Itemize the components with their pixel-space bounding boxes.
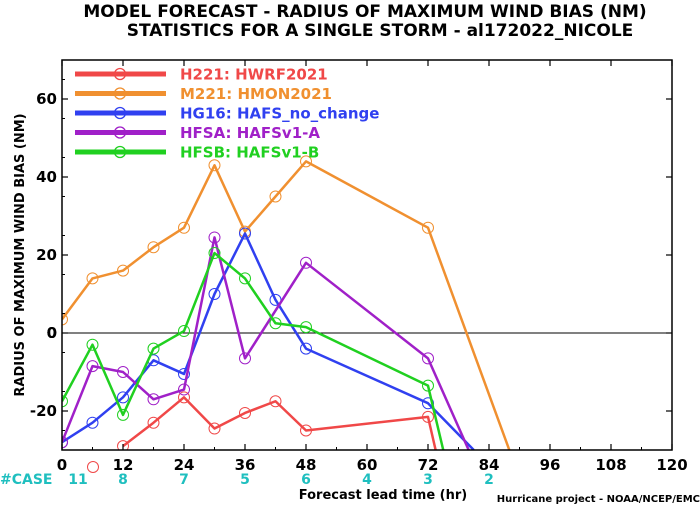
point-hg16 (422, 397, 434, 410)
point-m221 (269, 190, 282, 203)
point-hfsb (300, 321, 312, 334)
point-hfsb (62, 395, 68, 408)
point-h221 (178, 391, 190, 404)
legend-label-hfsb: HFSB: HAFSv1-B (180, 144, 319, 162)
point-hfsb (422, 379, 434, 392)
x-tick-label: 84 (479, 456, 500, 474)
legend-marker-hg16 (113, 106, 127, 120)
case-count: 4 (362, 472, 372, 488)
point-hfsb (178, 325, 190, 338)
point-hfsa (86, 360, 99, 373)
x-tick-label: 0 (57, 456, 67, 474)
point-hfsb (86, 338, 99, 351)
chart-title: MODEL FORECAST - RADIUS OF MAXIMUM WIND … (83, 2, 646, 22)
x-tick-label: 36 (235, 456, 256, 474)
series-line-hg16 (62, 232, 475, 450)
x-tick-label: 72 (418, 456, 439, 474)
point-hfsb (269, 317, 282, 330)
point-h221 (239, 406, 251, 419)
point-hfsb (208, 247, 221, 260)
case-count: 11 (68, 472, 87, 488)
point-h221 (269, 395, 282, 408)
point-hfsa (62, 436, 68, 449)
chart-text: 0 12 24 36 48 60 72 84 96 108 120-2002040600MODEL … (13, 2, 700, 505)
point-hfsa (239, 352, 251, 365)
point-hg16 (178, 367, 190, 380)
point-m221 (117, 264, 129, 277)
y-tick-label: 20 (36, 246, 57, 264)
y-tick-label: 0 (47, 324, 57, 342)
point-hfsb (239, 272, 251, 285)
point-hg16 (117, 391, 129, 404)
legend-marker-h221 (113, 67, 127, 81)
chart-subtitle: STATISTICS FOR A SINGLE STORM - al172022… (127, 21, 634, 41)
case-count: 3 (423, 472, 433, 488)
series-line-hfsa (62, 236, 470, 450)
point-hfsa (117, 366, 129, 378)
point-hg16 (208, 288, 221, 300)
case-count: 5 (240, 472, 250, 488)
x-tick-label: 96 (540, 456, 561, 474)
point-m221 (208, 159, 221, 172)
case-count-row: #CASE 11 8 7 5 6 4 3 2 (0, 461, 494, 488)
point-hfsa (208, 231, 221, 244)
point-h221 (208, 422, 221, 435)
case-marker-icon (87, 461, 99, 473)
series-line-h221 (122, 396, 437, 450)
legend-label-hg16: HG16: HAFS_no_change (180, 105, 379, 123)
x-tick-label: 60 (357, 456, 378, 474)
legend-marker-hfsb (113, 145, 127, 159)
point-hg16 (86, 416, 99, 429)
legend-label-m221: M221: HMON2021 (180, 85, 332, 103)
series-lines (62, 155, 511, 450)
point-m221 (300, 155, 312, 168)
point-hfsb (117, 408, 129, 421)
legend-marker-m221 (113, 87, 127, 100)
point-hfsa (147, 393, 160, 406)
y-tick-label: -20 (30, 402, 57, 420)
legend-marker-hfsa (113, 126, 127, 139)
point-h221 (422, 410, 434, 423)
axes (61, 59, 673, 451)
x-tick-label: 24 (174, 456, 195, 474)
case-count: 8 (118, 472, 128, 488)
x-tick-label: 120 (656, 456, 687, 474)
case-count: 7 (179, 472, 189, 488)
point-hg16 (300, 342, 312, 355)
case-count: 2 (484, 472, 494, 488)
point-h221 (300, 424, 312, 437)
legend-label-hfsa: HFSA: HAFSv1-A (180, 124, 320, 142)
point-m221 (62, 313, 68, 326)
point-hfsa (300, 256, 312, 269)
x-tick-label: 108 (595, 456, 626, 474)
y-tick-label: 0 (47, 324, 57, 342)
y-tick-label: 40 (36, 168, 57, 186)
point-m221 (422, 221, 434, 234)
point-hfsa (178, 383, 190, 396)
series-line-hfsb (62, 251, 445, 450)
point-m221 (86, 272, 99, 285)
credit-text: Hurricane project - NOAA/NCEP/EMC (497, 494, 700, 505)
legend-label-h221: H221: HWRF2021 (180, 66, 328, 84)
point-h221 (117, 440, 129, 450)
point-m221 (178, 221, 190, 234)
case-count: 6 (301, 472, 311, 488)
point-m221 (147, 241, 160, 254)
x-axis-label: Forecast lead time (hr) (299, 488, 467, 503)
point-h221 (147, 416, 160, 429)
x-tick-label: 48 (296, 456, 317, 474)
series-line-m221 (62, 160, 511, 450)
series-clip-group (62, 155, 511, 450)
point-hfsb (147, 342, 160, 355)
case-label: #CASE (0, 472, 53, 488)
y-axis-label: RADIUS OF MAXIMUM WIND BIAS (NM) (13, 113, 28, 396)
x-tick-label: 12 (113, 456, 134, 474)
point-hfsa (422, 352, 434, 365)
y-tick-label: 60 (36, 90, 57, 108)
point-hg16 (239, 227, 251, 240)
